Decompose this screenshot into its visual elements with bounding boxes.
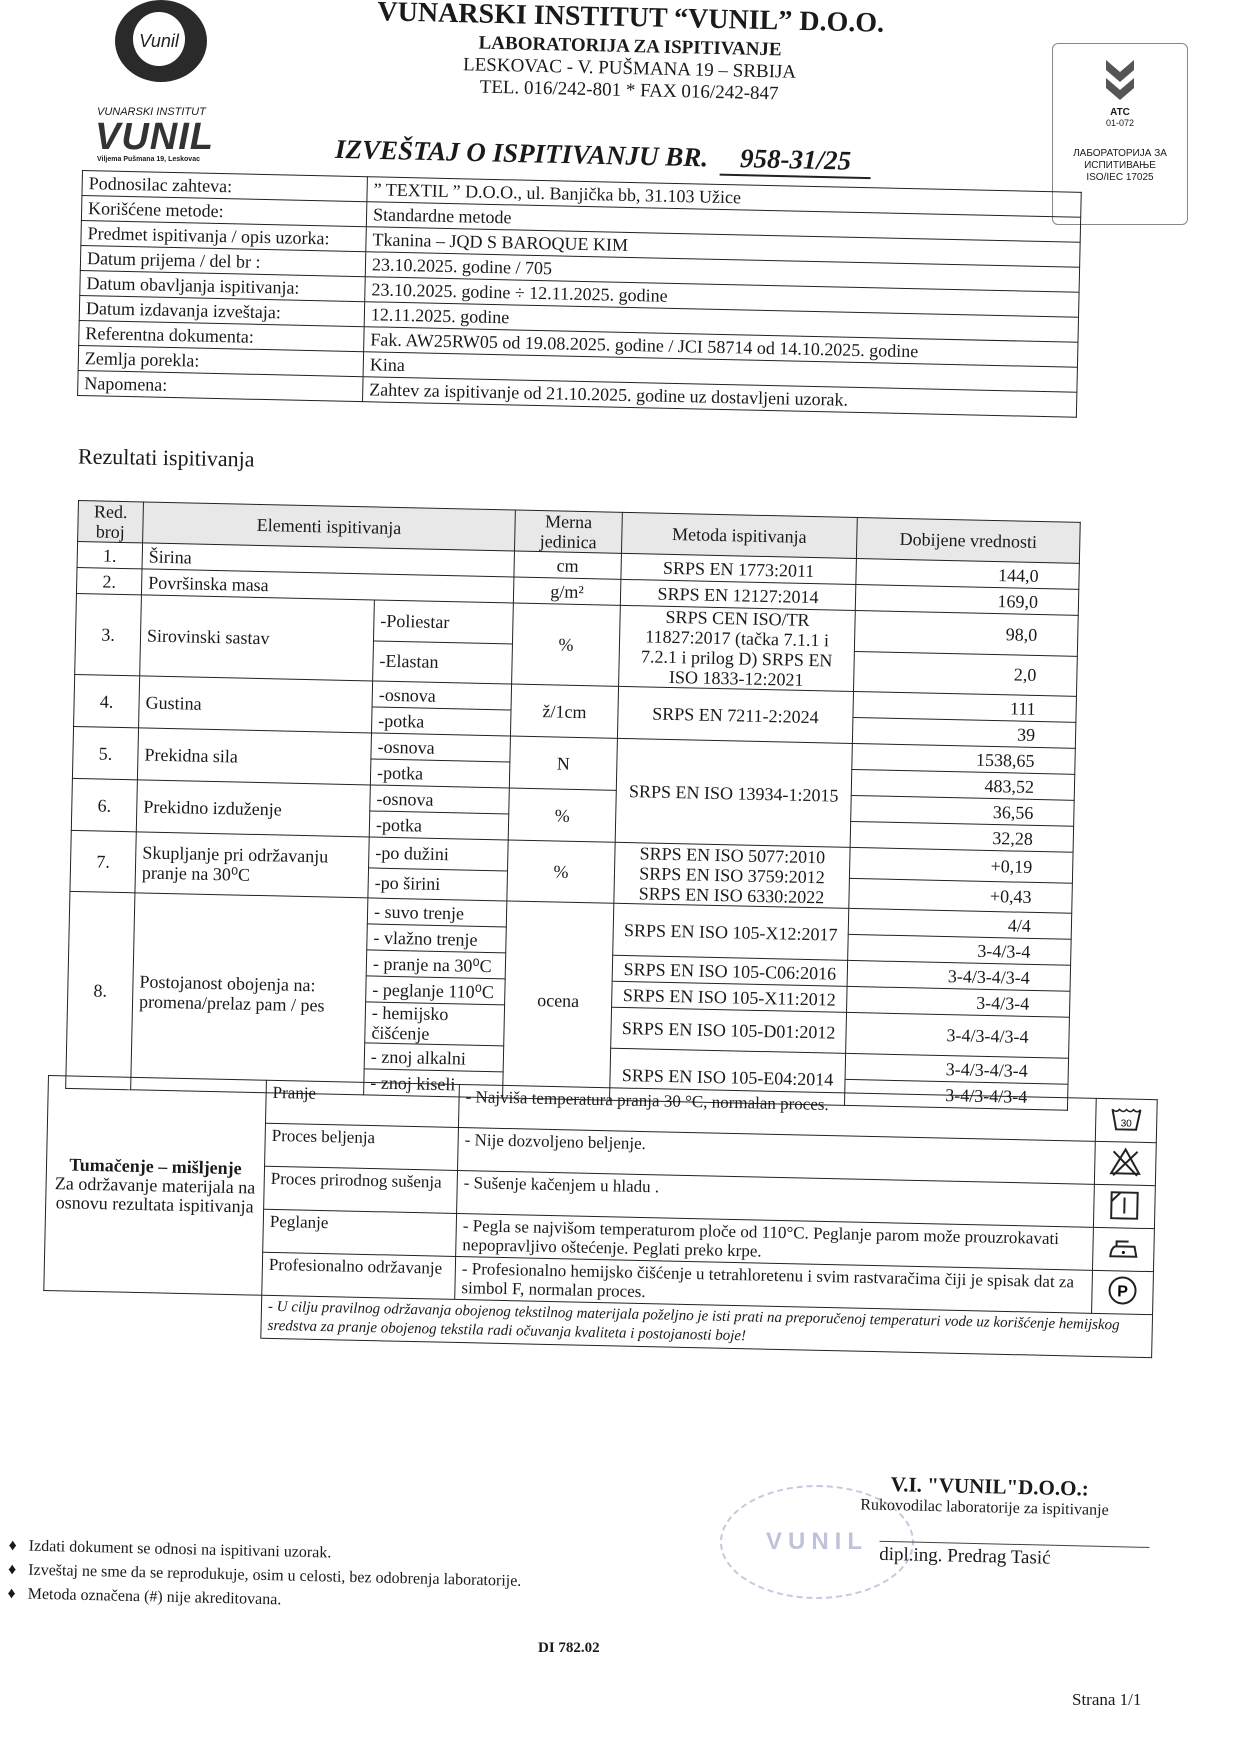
care-label: Peglanje [262, 1209, 457, 1257]
page-number: Strana 1/1 [1072, 1690, 1142, 1709]
element-sub: -po dužini [368, 836, 509, 871]
element-sub: -potka [369, 810, 509, 840]
element-sub: - hemijsko čišćenje [364, 1001, 505, 1046]
result-value: +0,19 [849, 847, 1074, 883]
row-number: 7. [69, 830, 137, 893]
unit: % [511, 603, 621, 687]
element-sub: - suvo trenje [367, 897, 507, 927]
unit: % [508, 787, 617, 843]
result-value: 2,0 [853, 650, 1078, 697]
method: SRPS EN ISO 13934-1:2015 [615, 738, 853, 848]
info-label: Napomena: [77, 370, 364, 402]
svg-text:P: P [1117, 1283, 1128, 1300]
care-label: Profesionalno održavanje [261, 1252, 456, 1300]
report-title: IZVEŠTAJ O ISPITIVANJU BR. 958-31/25 [335, 134, 872, 180]
element-sub: -potka [370, 758, 510, 788]
result-value: 3-4/3-4/3-4 [845, 1012, 1070, 1059]
unit: ocena [502, 900, 614, 1101]
element-sub: -osnova [370, 732, 511, 762]
unit: cm [513, 551, 622, 580]
method: SRPS EN 7211-2:2024 [617, 686, 854, 744]
row-number: 2. [76, 567, 143, 595]
row-number: 4. [73, 674, 140, 728]
unit: g/m² [513, 577, 621, 606]
care-row: Proces prirodnog sušenja - Sušenje kačenj… [46, 1161, 1156, 1229]
care-row: Proces beljenja - Nije dozvoljeno beljenj… [47, 1119, 1157, 1186]
document-code: DI 782.02 [538, 1640, 600, 1656]
element-sub: -potka [371, 706, 512, 736]
row-number: 6. [71, 778, 138, 832]
svg-text:30: 30 [1121, 1118, 1133, 1129]
element-name: Skupljanje pri održavanju pranje na 30⁰C [134, 831, 370, 898]
care-label: Pranje [265, 1080, 460, 1128]
footer-notes: ♦ Izdati dokument se odnosi na ispitivan… [7, 1534, 522, 1618]
method: SRPS EN ISO 5077:2010 SRPS EN ISO 3759:2… [613, 842, 851, 909]
care-label: Proces prirodnog sušenja [263, 1166, 458, 1214]
unit: ž/1cm [510, 684, 619, 739]
report-info-table: Podnosilac zahteva:” TEXTIL ” D.O.O., ul… [77, 170, 1082, 418]
document-header: VUNARSKI INSTITUT “VUNIL” D.O.O. LABORAT… [329, 0, 931, 109]
wash-30-icon: 30 [1111, 1108, 1142, 1131]
results-table: Red. broj Elementi ispitivanja Merna jed… [65, 500, 1081, 1111]
result-value: +0,43 [848, 877, 1073, 914]
element-name: Prekidna sila [137, 727, 372, 785]
element-name: Gustina [138, 675, 373, 733]
dry-clean-p-icon: P [1108, 1276, 1137, 1305]
element-sub: - peglanje 110⁰C [365, 975, 506, 1005]
element-sub: -osnova [372, 680, 512, 710]
line-dry-shade-icon [1110, 1191, 1139, 1220]
method: SRPS EN ISO 105-X12:2017 [612, 903, 849, 961]
element-name: Prekidno izduženje [136, 779, 371, 837]
method: SRPS EN ISO 105-D01:2012 [610, 1007, 847, 1054]
accreditation-badge: ATC 01-072 ЛАБОРАТОРИЈА ЗА ИСПИТИВАЊЕ ISO… [1052, 43, 1188, 225]
unit: % [506, 839, 616, 904]
care-row: Peglanje - Pegla se najvišom temperaturom… [45, 1204, 1155, 1272]
results-heading: Rezultati ispitivanja [77, 443, 255, 472]
element-sub: - znoj alkalni [364, 1042, 504, 1072]
interpretation-title: Tumačenje – mišljenje Za održavanje mater… [43, 1075, 267, 1296]
element-name: Sirovinski sastav [139, 594, 375, 681]
result-value: 98,0 [854, 610, 1079, 656]
care-label: Proces beljenja [264, 1123, 459, 1171]
unit: N [509, 735, 618, 791]
element-sub: -po širini [367, 867, 508, 901]
no-bleach-icon [1109, 1147, 1141, 1177]
method: SRPS CEN ISO/TR 11827:2017 (tačka 7.1.1 … [618, 605, 856, 692]
care-row: Tumačenje – mišljenje Za održavanje mater… [43, 1075, 1158, 1296]
element-sub: -osnova [369, 784, 510, 814]
care-row: Profesionalno održavanje - Profesionalno … [44, 1247, 1154, 1315]
element-name: Postojanost obojenja na: promena/prelaz … [130, 892, 368, 1095]
signature-block: V.I. "VUNIL"D.O.O.: Rukovodilac laborato… [860, 1472, 1151, 1572]
element-sub: - pranje na 30⁰C [366, 949, 506, 979]
report-number: 958-31/25 [719, 142, 872, 180]
atc-mark-icon [1106, 60, 1134, 100]
interpretation-table: Tumačenje – mišljenje Za održavanje mater… [42, 1075, 1158, 1358]
element-sub: -Elastan [372, 640, 513, 685]
row-number: 1. [77, 541, 143, 569]
vunil-logo: Vunil VUNARSKI INSTITUT VUNIL Viljema Pu… [95, 0, 235, 170]
element-sub: - vlažno trenje [366, 923, 507, 953]
row-number: 3. [74, 593, 142, 676]
element-sub: -Poliestar [373, 599, 514, 644]
lab-stamp: VUNIL [720, 1485, 914, 1599]
iron-low-icon [1109, 1240, 1138, 1258]
row-number: 5. [72, 726, 139, 780]
row-number: 8. [65, 891, 135, 1090]
